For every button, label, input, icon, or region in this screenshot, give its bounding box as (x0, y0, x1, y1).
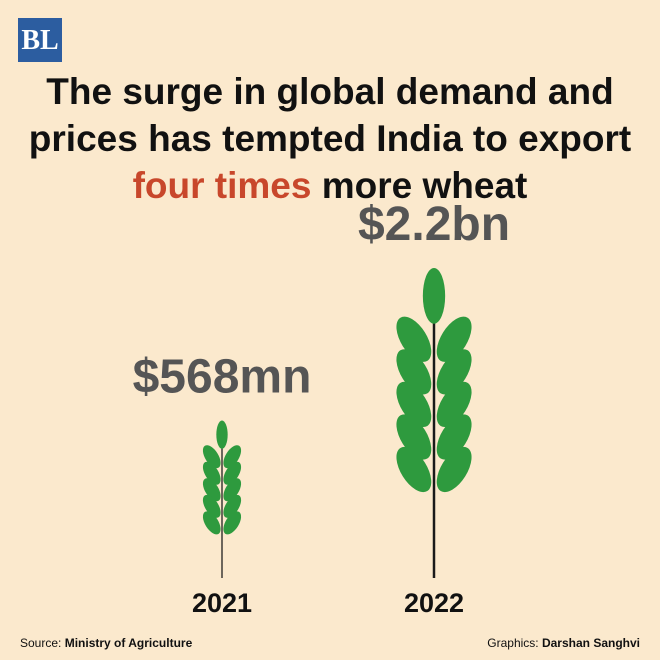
wheat-grain (223, 461, 242, 485)
wheat-grain (223, 511, 242, 535)
wheat-grain (436, 316, 472, 362)
credit: Graphics: Darshan Sanghvi (487, 636, 640, 650)
wheat-grain (223, 494, 242, 518)
credit-label: Graphics: (487, 636, 539, 650)
wheat-grain (422, 268, 446, 324)
wheat-grain (202, 478, 221, 502)
wheat-grain (436, 446, 472, 493)
wheat (202, 420, 242, 578)
wheat-grain (202, 461, 221, 485)
chart-title: The surge in global demand and prices ha… (28, 71, 632, 206)
wheat-grain (396, 414, 432, 460)
wheat-grain (202, 494, 221, 518)
x-tick-label: 2022 (404, 588, 464, 618)
value-label: $2.2bn (358, 198, 510, 251)
wheat-grain (396, 381, 432, 428)
wheat (396, 268, 472, 578)
wheat-grain (436, 381, 472, 428)
wheat-grain (202, 445, 221, 469)
wheat-grain (436, 414, 472, 460)
wheat-grain (396, 349, 432, 395)
title-highlight: four times (132, 165, 312, 206)
credit-name: Darshan Sanghvi (541, 636, 640, 650)
wheat-grain (223, 478, 242, 502)
wheat-grain (223, 445, 242, 469)
wheat-grain (216, 420, 228, 449)
source-name: Ministry of Agriculture (64, 636, 193, 650)
logo: BL (18, 18, 62, 62)
source-label: Source: (20, 636, 62, 650)
x-tick-label: 2021 (192, 588, 252, 618)
wheat-grain (396, 316, 432, 362)
wheat-grain (396, 446, 432, 493)
wheat-grain (436, 349, 472, 395)
wheat-grain (202, 511, 221, 535)
source: Source: Ministry of Agriculture (20, 636, 192, 650)
value-label: $568mn (133, 350, 312, 403)
